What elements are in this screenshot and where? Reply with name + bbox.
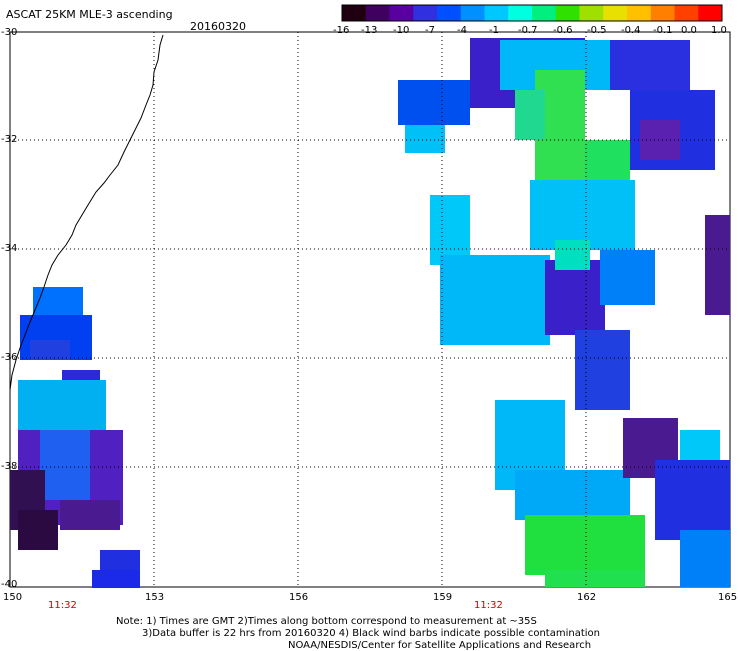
colorbar-segment <box>437 5 462 21</box>
colorbar-segment <box>579 5 604 21</box>
lat-label: -32 <box>1 134 18 145</box>
lat-label: -38 <box>1 461 18 472</box>
lat-label: -40 <box>1 579 18 590</box>
colorbar-tick: -0.6 <box>553 25 573 36</box>
lon-label: 150 <box>3 592 23 603</box>
time-label: 11:32 <box>48 600 77 611</box>
colorbar-segment <box>627 5 652 21</box>
lon-label: 156 <box>289 592 309 603</box>
colorbar-tick: -1 <box>489 25 499 36</box>
lon-label: 153 <box>145 592 165 603</box>
colorbar-segment <box>389 5 414 21</box>
swath-left <box>10 287 140 588</box>
lon-label: 165 <box>718 592 738 603</box>
lon-label: 159 <box>433 592 453 603</box>
colorbar-tick: -16 <box>333 25 350 36</box>
lat-label: -30 <box>1 27 18 38</box>
colorbar-tick: -10 <box>393 25 410 36</box>
graticule <box>10 32 730 587</box>
time-label: 11:32 <box>474 600 503 611</box>
colorbar-segment <box>532 5 557 21</box>
colorbar-tick: -0.1 <box>653 25 673 36</box>
colorbar-segment <box>413 5 438 21</box>
colorbar-segment <box>365 5 390 21</box>
colorbar-tick: 0.0 <box>681 25 697 36</box>
note-line-1: Note: 1) Times are GMT 2)Times along bot… <box>116 616 537 627</box>
colorbar-segment <box>650 5 675 21</box>
note-line-2: 3)Data buffer is 22 hrs from 20160320 4)… <box>142 628 600 639</box>
colorbar-segment <box>460 5 485 21</box>
lon-label: 162 <box>577 592 597 603</box>
colorbar-tick: -0.4 <box>621 25 641 36</box>
colorbar-segment <box>698 5 723 21</box>
colorbar-segment <box>555 5 580 21</box>
colorbar <box>341 4 723 22</box>
colorbar-segment <box>342 5 367 21</box>
colorbar-segment <box>484 5 509 21</box>
map-date: 20160320 <box>190 20 246 33</box>
coastline <box>9 34 164 391</box>
map-title: ASCAT 25KM MLE-3 ascending <box>6 8 173 21</box>
colorbar-tick: 1.0 <box>711 25 727 36</box>
colorbar-tick: -0.7 <box>518 25 538 36</box>
swath-right <box>398 38 730 587</box>
colorbar-border <box>341 4 723 22</box>
colorbar-tick: -4 <box>457 25 467 36</box>
colorbar-segment <box>508 5 533 21</box>
colorbar-segment <box>674 5 699 21</box>
note-line-3: NOAA/NESDIS/Center for Satellite Applica… <box>288 640 592 651</box>
colorbar-segment <box>603 5 628 21</box>
lat-label: -34 <box>1 243 18 254</box>
colorbar-tick: -0.5 <box>587 25 607 36</box>
lat-label: -36 <box>1 352 18 363</box>
colorbar-tick: -7 <box>425 25 435 36</box>
colorbar-tick: -13 <box>361 25 378 36</box>
